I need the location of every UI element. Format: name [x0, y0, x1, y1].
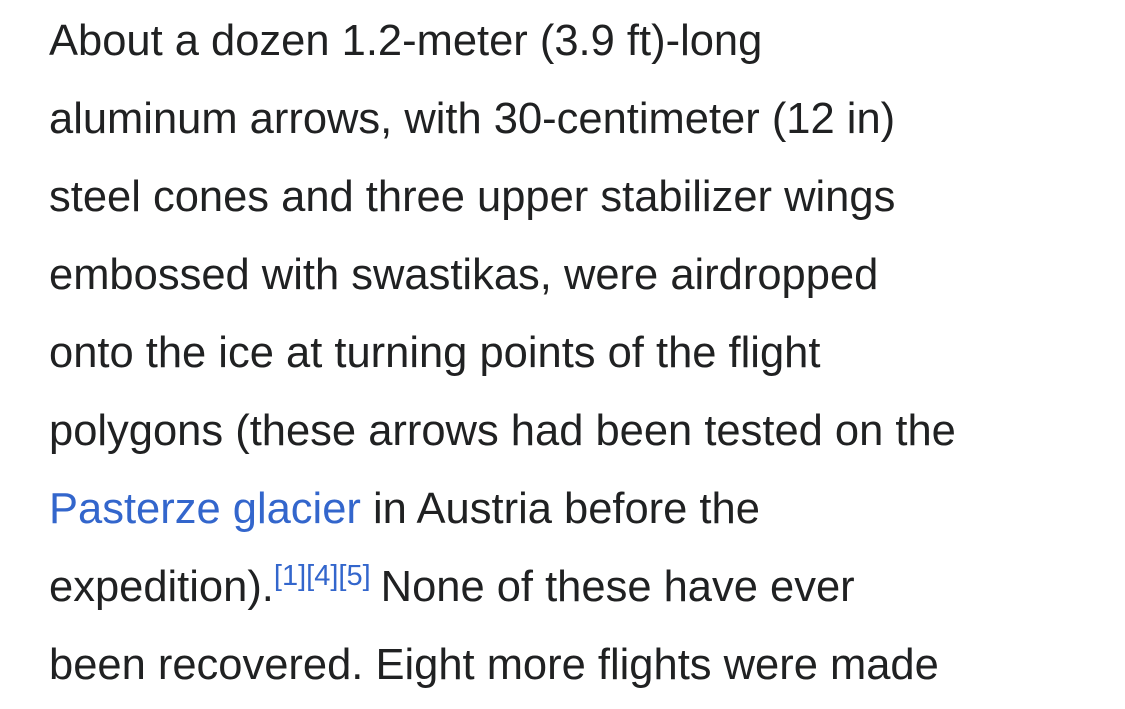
- article-paragraph: About a dozen 1.2-meter (3.9 ft)-long al…: [49, 0, 1094, 704]
- paragraph-line-1: About a dozen 1.2-meter (3.9 ft)-long: [49, 17, 763, 65]
- pasterze-glacier-link[interactable]: Pasterze glacier: [49, 485, 361, 533]
- paragraph-line-5: onto the ice at turning points of the fl…: [49, 329, 821, 377]
- paragraph-line-7: Pasterze glacier in Austria before the: [49, 470, 1094, 548]
- paragraph-line-2: aluminum arrows, with 30-centimeter (12 …: [49, 95, 896, 143]
- paragraph-line-7-text: in Austria before the: [360, 485, 760, 533]
- paragraph-line-8-rest: None of these have ever: [380, 563, 855, 611]
- citation-link-4[interactable]: [4]: [306, 560, 339, 593]
- paragraph-line-6: polygons (these arrows had been tested o…: [49, 407, 956, 455]
- paragraph-line-8-text: expedition).: [49, 563, 274, 611]
- paragraph-line-4: embossed with swastikas, were airdropped: [49, 251, 879, 299]
- paragraph-line-8: expedition).[1][4][5] None of these have …: [49, 548, 1094, 626]
- citation-link-1[interactable]: [1]: [273, 560, 307, 593]
- paragraph-line-3: steel cones and three upper stabilizer w…: [49, 173, 896, 221]
- citation-group: [1][4][5]: [274, 560, 371, 592]
- citation-link-5[interactable]: [5]: [338, 560, 371, 593]
- paragraph-line-9: been recovered. Eight more flights were …: [49, 641, 939, 689]
